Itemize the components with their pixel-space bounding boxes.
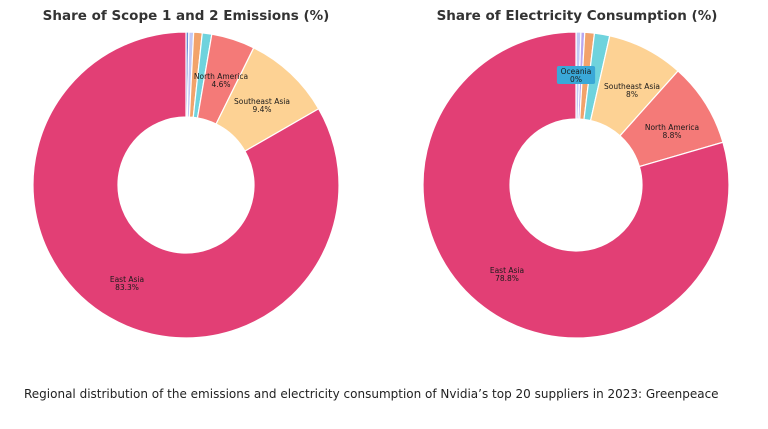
- slice-value-oceania: 0%: [570, 75, 582, 84]
- slice-value-north-america: 4.6%: [211, 80, 230, 89]
- donut-slice-east-asia-6: [32, 31, 340, 339]
- slice-value-southeast-asia: 8%: [626, 90, 638, 99]
- slice-value-southeast-asia: 9.4%: [252, 105, 271, 114]
- chart-title-electricity: Share of Electricity Consumption (%): [436, 8, 718, 24]
- chart-title-emissions: Share of Scope 1 and 2 Emissions (%): [42, 8, 330, 24]
- slice-value-north-america: 8.8%: [662, 131, 681, 140]
- slice-label-east-asia: East Asia: [490, 266, 524, 275]
- slice-label-north-america: North America: [645, 123, 699, 132]
- slice-value-east-asia: 83.3%: [115, 283, 139, 292]
- slice-label-southeast-asia: Southeast Asia: [234, 97, 290, 106]
- figure-caption: Regional distribution of the emissions a…: [24, 387, 719, 401]
- slice-label-oceania: Oceania: [561, 67, 592, 76]
- label-highlight-oceania: [556, 66, 596, 84]
- slice-label-southeast-asia: Southeast Asia: [604, 82, 660, 91]
- slice-value-east-asia: 78.8%: [495, 274, 519, 283]
- donut-slice-east-asia-7: [422, 31, 730, 339]
- slice-label-north-america: North America: [194, 72, 248, 81]
- slice-label-east-asia: East Asia: [110, 275, 144, 284]
